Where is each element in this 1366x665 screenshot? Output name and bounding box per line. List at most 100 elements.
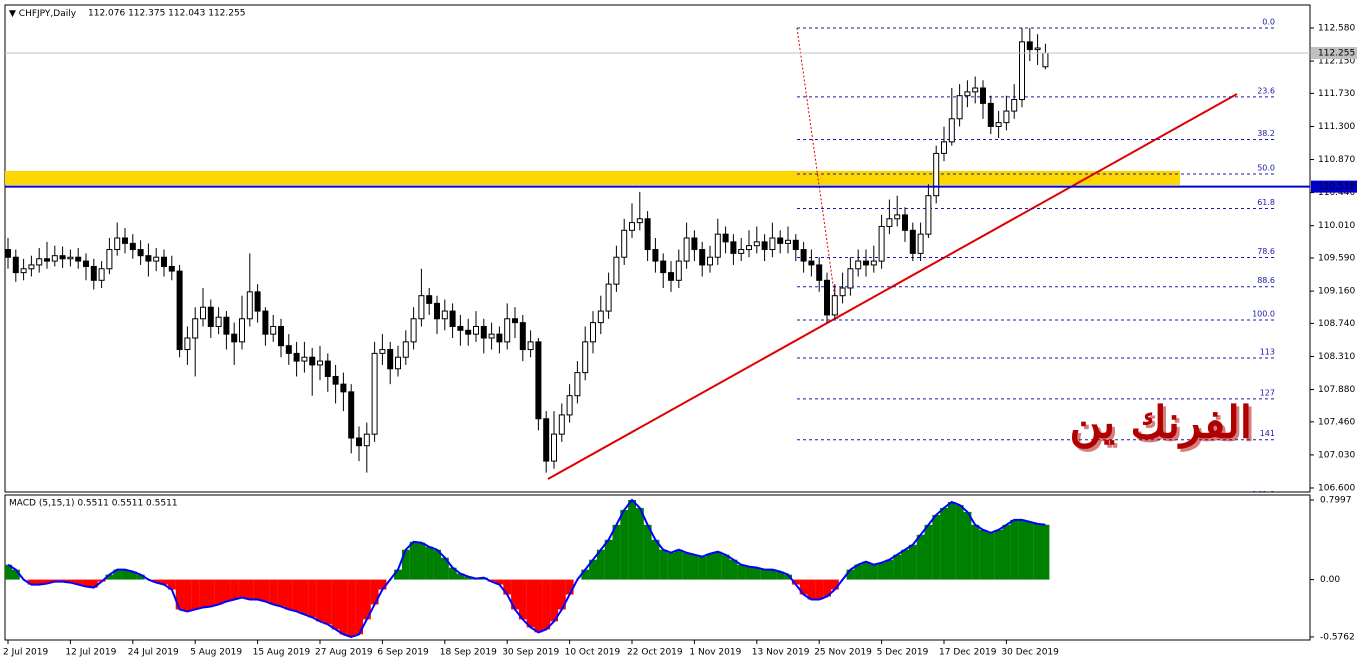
candle-body: [317, 360, 323, 366]
fib-label: 113: [1260, 347, 1275, 356]
macd-bar: [698, 556, 707, 580]
candle-body: [129, 242, 136, 251]
candle-body: [574, 372, 581, 397]
y-tick-label: 112.150: [1318, 57, 1355, 67]
y-tick-label: 109.590: [1318, 254, 1355, 264]
candle-body: [5, 249, 11, 258]
candle-body: [785, 239, 791, 244]
macd-bar: [136, 574, 145, 580]
candle-body: [301, 356, 308, 362]
fib-label: 78.6: [1257, 247, 1275, 256]
candle-body: [535, 341, 542, 420]
x-tick-label: 5 Dec 2019: [877, 648, 929, 658]
macd-bar: [5, 564, 12, 580]
candle-body: [418, 295, 425, 320]
macd-bar: [784, 574, 792, 580]
candle-body: [995, 122, 1002, 127]
y-tick-label: 108.740: [1318, 319, 1355, 329]
macd-bar: [394, 569, 402, 580]
x-tick-label: 24 Jul 2019: [128, 648, 179, 658]
fib-label: 88.6: [1257, 276, 1275, 285]
candle-body: [886, 218, 893, 227]
candle-body: [855, 260, 862, 270]
candle-body: [987, 102, 994, 127]
level-box-label: 110.518: [1318, 182, 1355, 192]
candle-body: [824, 279, 830, 316]
candle-body: [1011, 99, 1018, 112]
fib-label: 141: [1260, 429, 1275, 438]
candle-body: [449, 310, 456, 327]
candle-body: [44, 258, 50, 262]
macd-bar: [526, 579, 535, 628]
macd-bar: [877, 562, 886, 580]
annotation-shadow: الفرنك ين: [1072, 401, 1255, 453]
macd-bar: [799, 579, 808, 595]
x-tick-label: 30 Sep 2019: [502, 648, 559, 658]
macd-bar: [760, 569, 769, 580]
y-tick-label: 107.880: [1318, 385, 1355, 395]
macd-bar: [269, 579, 278, 605]
macd-bar: [183, 579, 192, 612]
macd-bar: [1033, 523, 1042, 580]
macd-bar: [635, 507, 644, 580]
candle-body: [324, 360, 331, 377]
candle-body: [176, 270, 183, 351]
x-tick-label: 12 Jul 2019: [65, 648, 116, 658]
candle-body: [792, 239, 799, 251]
macd-bar: [160, 579, 168, 585]
macd-bar: [222, 579, 231, 602]
candle-body: [12, 256, 19, 274]
ohlc-label: 112.076 112.375 112.043 112.255: [88, 9, 245, 19]
macd-bar: [284, 579, 293, 610]
candle-body: [293, 352, 300, 362]
candle-body: [231, 333, 238, 343]
candle-body: [746, 245, 752, 251]
x-tick-label: 5 Aug 2019: [190, 648, 242, 658]
candle-body: [184, 337, 191, 351]
candle-body: [753, 241, 760, 247]
price-box-label: 112.255: [1318, 49, 1355, 59]
collapse-icon: ▼: [9, 9, 19, 19]
macd-bar: [542, 579, 551, 630]
macd-tick-label: 0.7997: [1320, 496, 1352, 506]
candle-body: [527, 341, 534, 351]
macd-bar: [986, 532, 995, 580]
macd-area: [5, 498, 1050, 638]
macd-bar: [737, 564, 746, 580]
macd-bar: [682, 552, 691, 580]
candle-body: [948, 118, 955, 143]
candle-body: [839, 287, 846, 297]
candle-body: [246, 291, 253, 320]
candle-body: [356, 437, 362, 447]
macd-bar: [464, 576, 473, 580]
candle-body: [434, 302, 440, 320]
candle-body: [769, 237, 776, 251]
macd-bar: [768, 569, 777, 580]
candle-body: [496, 333, 503, 343]
macd-bar: [175, 579, 184, 610]
candle-body: [348, 391, 355, 439]
symbol-title: ▼ CHFJPY,Daily: [9, 9, 77, 19]
y-tick-label: 111.300: [1318, 122, 1355, 132]
candle-body: [722, 233, 729, 243]
macd-bar: [323, 579, 332, 625]
candle-body: [75, 256, 82, 262]
candle-body: [925, 195, 932, 235]
candle-body: [597, 310, 604, 324]
macd-bar: [277, 579, 285, 607]
level-box: [1311, 180, 1357, 193]
macd-bar: [924, 524, 933, 580]
candle-body: [379, 349, 386, 354]
candle-body: [629, 222, 635, 231]
fib-label: 0.0: [1262, 18, 1275, 27]
candle-body: [691, 237, 698, 251]
macd-bar: [89, 579, 98, 588]
macd-tick-label: 0.00: [1320, 575, 1340, 585]
candle-body: [457, 325, 464, 331]
macd-bar: [916, 534, 925, 580]
candle-body: [902, 214, 908, 231]
candle-body: [122, 237, 128, 244]
macd-bar: [401, 549, 410, 580]
candle-body: [332, 375, 339, 385]
candle-body: [309, 356, 316, 366]
